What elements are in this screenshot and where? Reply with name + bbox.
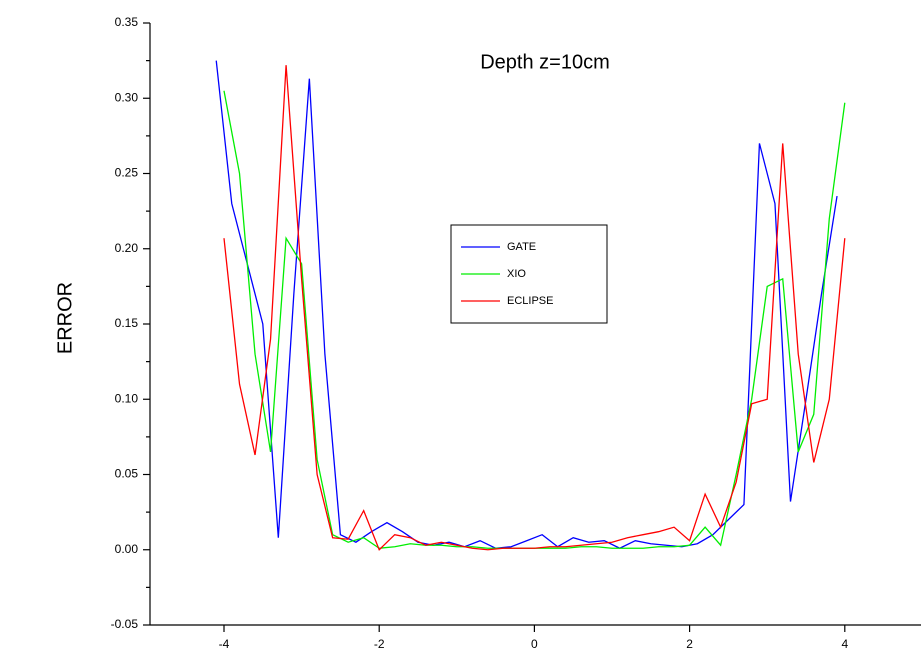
y-tick-label: 0.05 (115, 467, 139, 481)
y-axis-label: ERROR (54, 282, 76, 354)
x-tick-label: 4 (841, 637, 848, 651)
y-tick-label: 0.20 (115, 241, 139, 255)
legend-label: XIO (507, 268, 526, 280)
x-tick-label: 2 (686, 637, 693, 651)
x-tick-label: -2 (374, 637, 385, 651)
annotation: Depth z=10cm (480, 51, 610, 73)
y-tick-label: 0.10 (115, 391, 139, 405)
series-line (223, 65, 846, 551)
x-tick-label: 0 (531, 637, 538, 651)
y-tick-label: 0.30 (115, 90, 139, 104)
legend-label: ECLIPSE (507, 295, 553, 307)
series-line (215, 60, 838, 549)
y-tick-label: 0.35 (115, 15, 139, 29)
x-tick-label: -4 (219, 637, 230, 651)
y-tick-label: -0.05 (111, 617, 139, 631)
y-tick-label: 0.15 (115, 316, 139, 330)
y-tick-label: 0.25 (115, 166, 139, 180)
legend-label: GATE (507, 241, 536, 253)
y-tick-label: 0.00 (115, 542, 139, 556)
